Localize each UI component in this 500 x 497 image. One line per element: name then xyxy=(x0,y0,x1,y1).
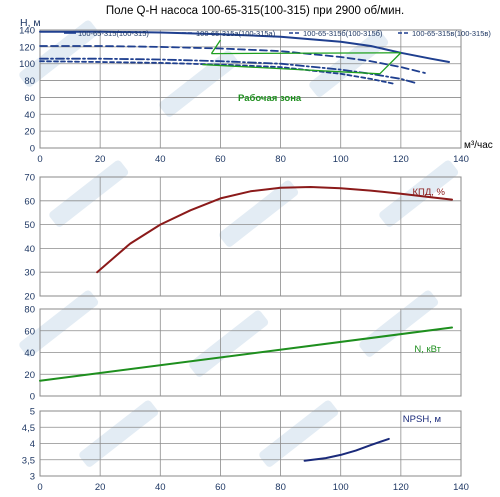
work-zone-boundary xyxy=(211,52,401,55)
x-tick-label: 80 xyxy=(275,154,286,165)
legend-entry: 100-65-315б(100-315б) xyxy=(303,29,383,38)
y-tick-label: 100 xyxy=(19,59,35,70)
watermark-mark xyxy=(359,290,439,357)
y-tick-label: 20 xyxy=(24,292,35,303)
series-line xyxy=(303,437,390,462)
y-tick-label: 4 xyxy=(30,439,35,450)
y-tick-label: 20 xyxy=(24,127,35,138)
y-tick-label: 140 xyxy=(19,26,35,37)
npsh-panel: 3 3,5 4 4,5 5 0 20 40 60 80 100 120 140 NPSH, м xyxy=(22,407,469,494)
x-tick-label: 80 xyxy=(275,482,286,493)
efficiency-series-label: КПД, % xyxy=(412,187,445,198)
efficiency-panel: 20 30 40 50 60 70 КПД, % xyxy=(24,173,462,303)
chart-title: Поле Q-H насоса 100-65-315(100-315) при … xyxy=(106,5,404,17)
x-tick-label: 100 xyxy=(333,482,349,493)
x-tick-label: 140 xyxy=(453,482,469,493)
series-line xyxy=(39,45,426,74)
work-zone-label: Рабочая зона xyxy=(238,93,302,104)
y-tick-label: 60 xyxy=(24,93,35,104)
legend-entry: 100-65-315(100-315) xyxy=(78,29,149,38)
y-tick-label: 70 xyxy=(24,173,35,184)
work-zone-boundary xyxy=(379,52,402,75)
y-tick-label: 20 xyxy=(24,370,35,381)
y-tick-label: 40 xyxy=(24,348,35,359)
watermark-mark xyxy=(159,50,239,117)
y-tick-label: 4,5 xyxy=(22,423,35,434)
watermark-mark xyxy=(189,310,269,377)
y-tick-label: 60 xyxy=(24,196,35,207)
series-line xyxy=(39,30,450,63)
y-tick-label: 120 xyxy=(19,42,35,53)
series-line xyxy=(39,60,396,85)
power-panel: 0 20 40 60 80 N, кВт xyxy=(24,305,462,403)
x-tick-label: 120 xyxy=(393,482,409,493)
y-tick-label: 40 xyxy=(24,110,35,121)
y-tick-label: 5 xyxy=(30,407,35,418)
y-tick-label: 3 xyxy=(30,472,35,483)
x-tick-label: 40 xyxy=(155,482,166,493)
plot-area xyxy=(39,29,462,149)
watermark-mark xyxy=(79,400,159,467)
y-tick-label: 80 xyxy=(24,76,35,87)
x-tick-label: 120 xyxy=(393,154,409,165)
y-tick-label: 0 xyxy=(30,144,35,155)
watermark-mark xyxy=(19,20,99,87)
work-zone-boundary xyxy=(202,63,380,75)
y-tick-label: 50 xyxy=(24,220,35,231)
x-tick-label: 40 xyxy=(155,154,166,165)
legend-entry: 100-65-315а(100-315а) xyxy=(196,29,276,38)
watermark-mark xyxy=(219,180,299,247)
work-zone-boundary xyxy=(210,39,221,54)
x-tick-label: 20 xyxy=(95,154,106,165)
x-tick-label: 140 xyxy=(453,154,469,165)
legend-entry: 100-65-315в(100-315в) xyxy=(412,29,491,38)
y-tick-label: 3,5 xyxy=(22,455,35,466)
series-line xyxy=(39,57,417,84)
y-tick-label: 80 xyxy=(24,305,35,316)
x-tick-label: 0 xyxy=(37,154,42,165)
watermark-mark xyxy=(259,400,339,467)
series-line xyxy=(96,186,453,274)
y-tick-label: 60 xyxy=(24,326,35,337)
series-line xyxy=(39,326,453,382)
plot-area xyxy=(39,176,462,297)
x-tick-label: 60 xyxy=(215,154,226,165)
y-tick-label: 0 xyxy=(30,392,35,403)
x-tick-label: 20 xyxy=(95,482,106,493)
npsh-series-label: NPSH, м xyxy=(403,414,441,425)
power-series-label: N, кВт xyxy=(414,344,441,355)
y-tick-label: 30 xyxy=(24,268,35,279)
x-tick-label: 0 xyxy=(37,482,42,493)
watermark-mark xyxy=(19,290,99,357)
y-axis-label: H, м xyxy=(20,17,41,29)
y-tick-label: 40 xyxy=(24,244,35,255)
x-axis-label: м³/час xyxy=(464,140,493,151)
x-tick-label: 60 xyxy=(215,482,226,493)
x-tick-label: 100 xyxy=(333,154,349,165)
